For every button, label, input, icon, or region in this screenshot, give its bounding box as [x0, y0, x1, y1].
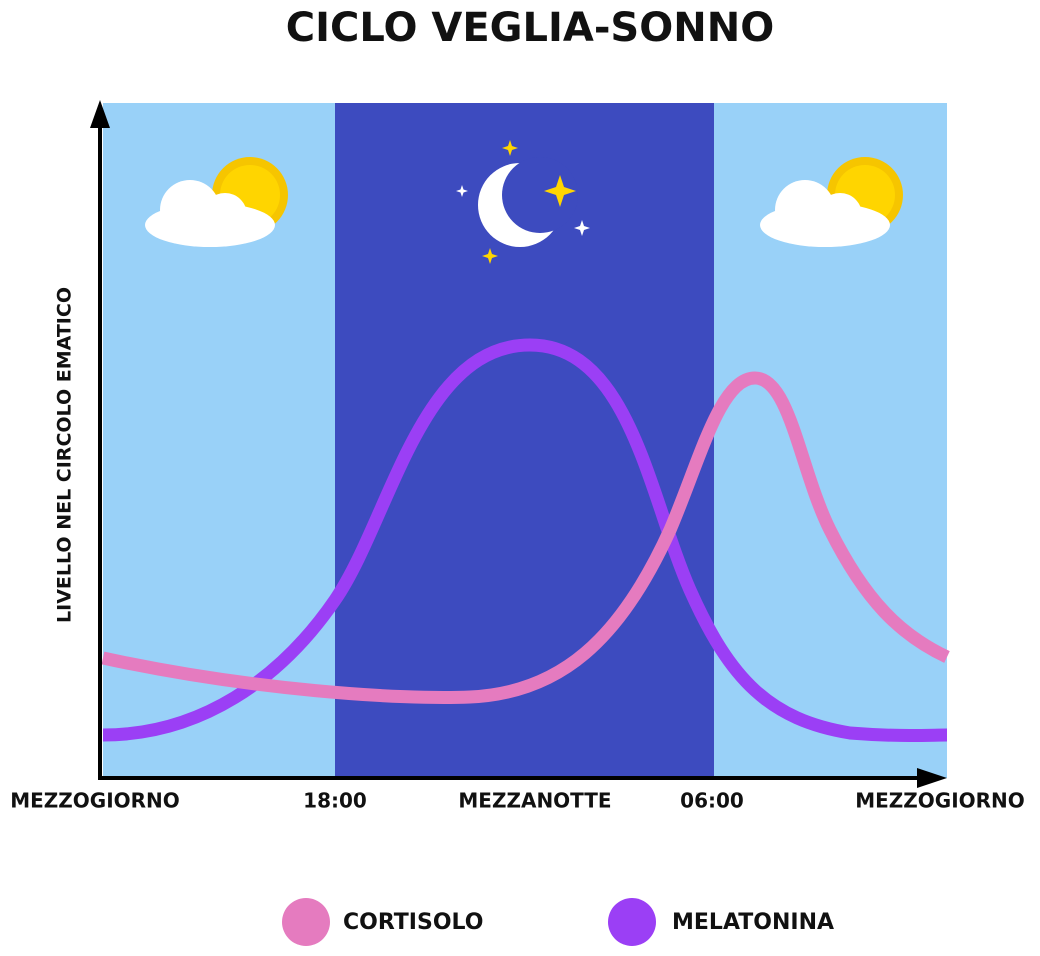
y-axis-label: LIVELLO NEL CIRCOLO EMATICO — [54, 287, 76, 623]
legend-label: CORTISOLO — [343, 910, 483, 935]
cortisol-curve — [101, 371, 950, 705]
x-label: MEZZOGIORNO — [855, 789, 1025, 813]
legend-label: MELATONINA — [672, 910, 834, 935]
legend-swatch — [282, 898, 330, 946]
x-label: MEZZANOTTE — [458, 789, 611, 813]
y-arrow — [90, 100, 110, 128]
x-label: 18:00 — [303, 789, 367, 813]
x-label: MEZZOGIORNO — [10, 789, 180, 813]
sun-cloud-icon — [760, 157, 903, 247]
x-label: 06:00 — [680, 789, 744, 813]
x-arrow — [917, 768, 947, 788]
title: CICLO VEGLIA-SONNO — [286, 5, 774, 51]
sun-cloud-icon — [145, 157, 288, 247]
moon-icon — [456, 140, 590, 264]
melatonin-curve — [102, 338, 948, 742]
legend-swatch — [608, 898, 656, 946]
